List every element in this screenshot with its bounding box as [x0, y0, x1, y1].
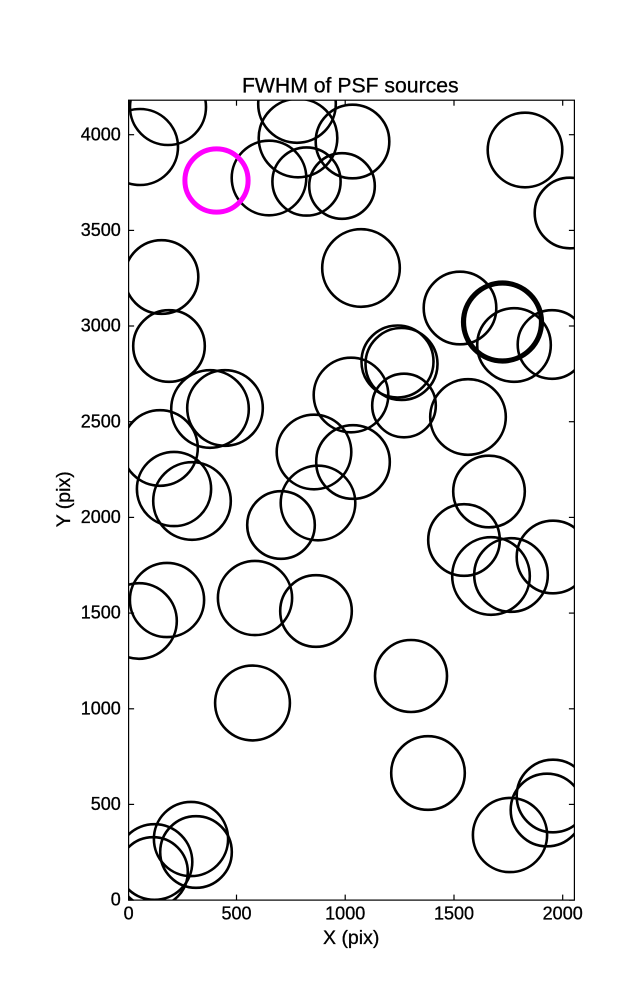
- svg-text:2500: 2500: [81, 411, 121, 431]
- svg-text:1500: 1500: [434, 904, 474, 924]
- svg-text:0: 0: [111, 890, 121, 910]
- svg-text:2000: 2000: [81, 507, 121, 527]
- svg-text:0: 0: [124, 904, 134, 924]
- svg-text:1500: 1500: [81, 603, 121, 623]
- svg-text:1000: 1000: [81, 698, 121, 718]
- svg-text:2000: 2000: [543, 904, 583, 924]
- svg-text:X (pix): X (pix): [323, 927, 379, 949]
- svg-text:FWHM of PSF sources: FWHM of PSF sources: [242, 75, 459, 98]
- svg-text:1000: 1000: [325, 904, 365, 924]
- svg-text:4000: 4000: [81, 124, 121, 144]
- svg-text:500: 500: [91, 794, 121, 814]
- svg-text:3500: 3500: [81, 220, 121, 240]
- svg-text:3000: 3000: [81, 316, 121, 336]
- svg-text:500: 500: [221, 904, 251, 924]
- svg-text:Y (pix): Y (pix): [53, 471, 75, 527]
